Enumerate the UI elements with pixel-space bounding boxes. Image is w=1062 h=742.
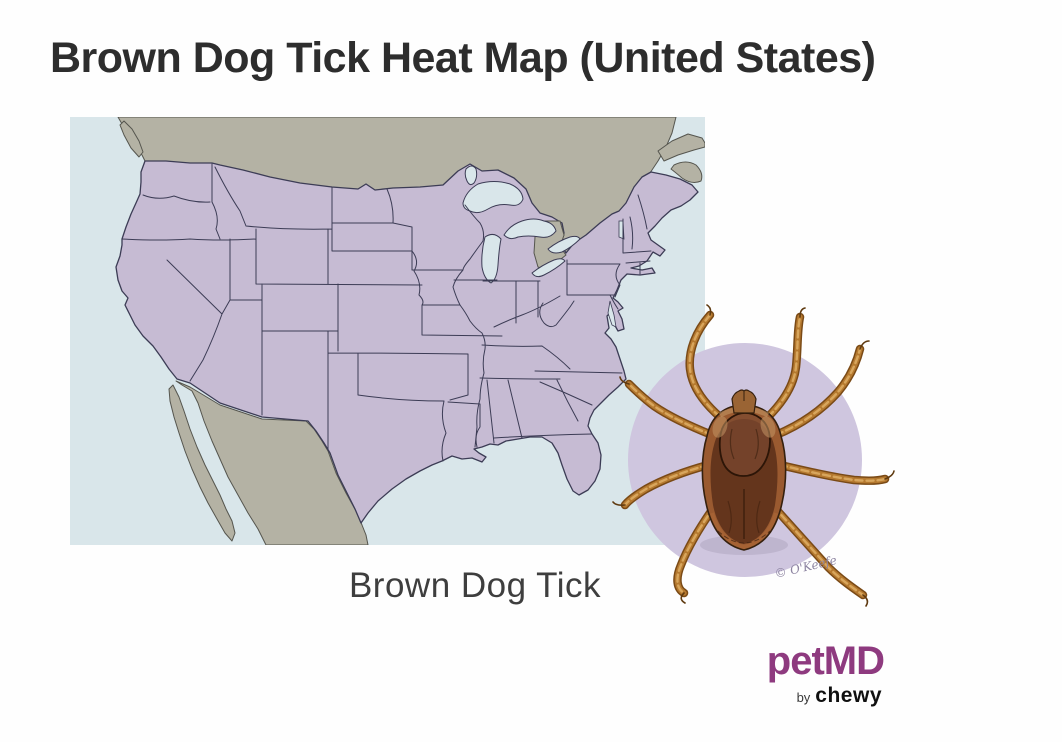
chesapeake-bay xyxy=(607,300,617,328)
shoulder-highlight-left xyxy=(712,416,728,438)
body-rim-glow xyxy=(710,512,778,550)
byline-prefix: by xyxy=(796,690,811,705)
lake-superior xyxy=(462,165,524,214)
chewy-wordmark: chewy xyxy=(815,684,882,707)
tick-body xyxy=(701,389,787,551)
tick-legs xyxy=(612,304,895,607)
tick-head xyxy=(731,389,757,414)
chewy-byline: by chewy xyxy=(797,684,882,708)
lake-huron xyxy=(503,218,557,240)
us-heat-map-panel xyxy=(70,117,705,545)
vancouver-island xyxy=(119,120,144,158)
baja-peninsula xyxy=(168,384,236,542)
lake-michigan xyxy=(481,233,502,284)
mexico-landmass xyxy=(175,380,369,545)
gaspe-peninsula xyxy=(657,133,705,162)
tick-drawing xyxy=(612,304,895,607)
state-borders xyxy=(121,163,652,462)
nova-scotia xyxy=(670,161,703,183)
tick-caption: Brown Dog Tick xyxy=(348,566,602,605)
page-title: Brown Dog Tick Heat Map (United States) xyxy=(50,34,876,82)
festoons xyxy=(717,530,771,544)
shoulder-highlight-right xyxy=(760,416,776,438)
us-map xyxy=(70,117,705,545)
petmd-wordmark: petMD xyxy=(766,639,885,683)
lake-ontario xyxy=(547,235,581,254)
tick-illustration xyxy=(608,293,898,619)
petmd-logo: petMD by chewy xyxy=(766,639,885,708)
leg-claws xyxy=(612,304,895,607)
lake-erie xyxy=(531,258,566,278)
